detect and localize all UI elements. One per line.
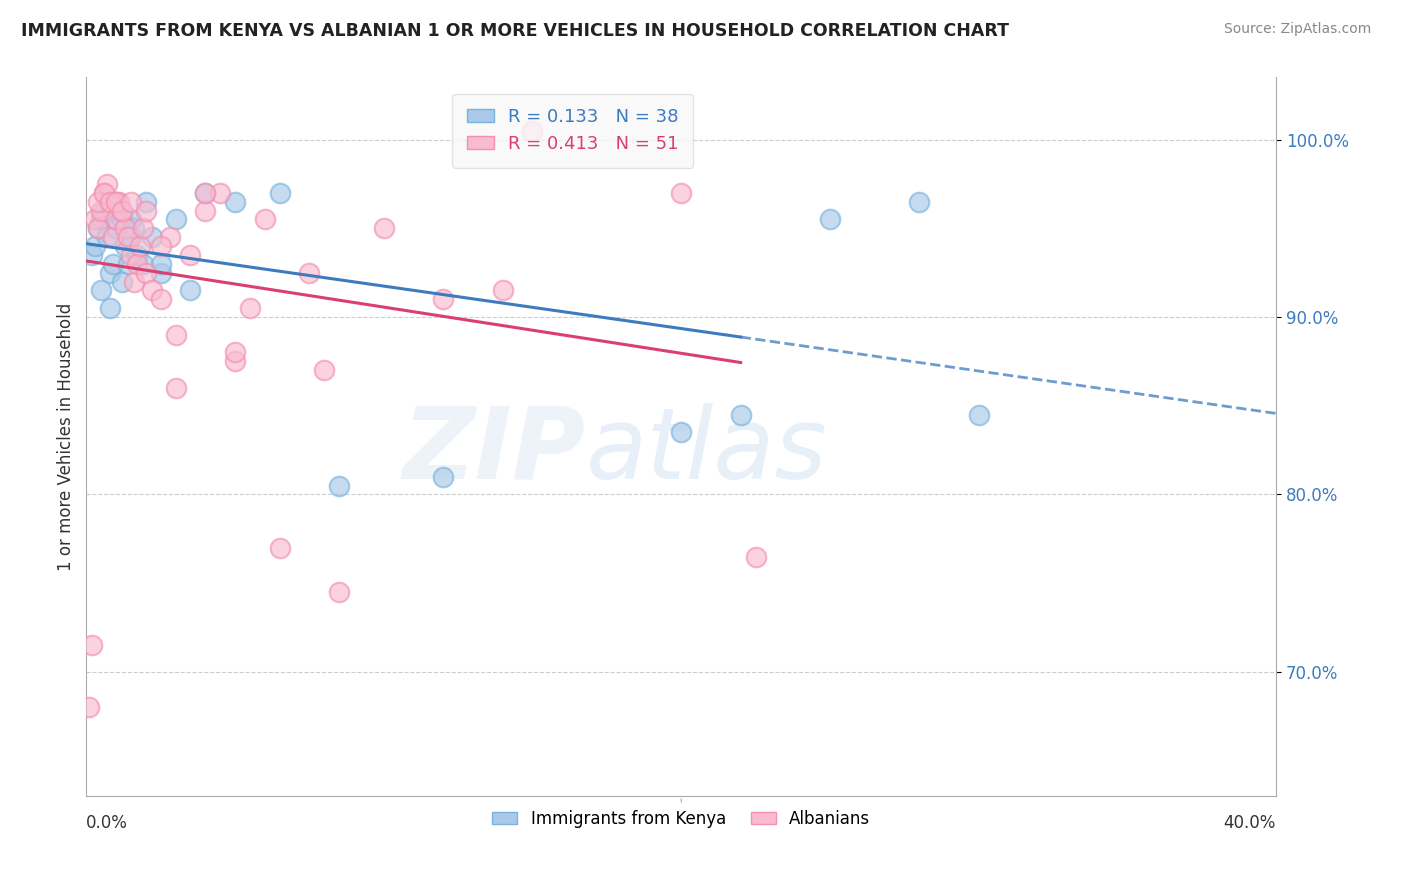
- Point: [730, 408, 752, 422]
- Point: [239, 301, 262, 315]
- Point: [132, 257, 155, 271]
- Point: [120, 230, 142, 244]
- Point: [125, 257, 148, 271]
- Point: [194, 186, 217, 200]
- Text: atlas: atlas: [586, 402, 828, 500]
- Point: [87, 221, 110, 235]
- Point: [98, 194, 121, 209]
- Point: [149, 257, 172, 271]
- Legend: Immigrants from Kenya, Albanians: Immigrants from Kenya, Albanians: [485, 803, 877, 835]
- Point: [105, 212, 128, 227]
- Point: [93, 186, 115, 200]
- Point: [105, 194, 128, 209]
- Point: [328, 478, 350, 492]
- Point: [149, 239, 172, 253]
- Point: [98, 301, 121, 315]
- Point: [373, 221, 395, 235]
- Point: [101, 257, 124, 271]
- Point: [967, 408, 990, 422]
- Point: [744, 549, 766, 564]
- Point: [114, 239, 136, 253]
- Point: [298, 266, 321, 280]
- Point: [522, 123, 544, 137]
- Point: [114, 221, 136, 235]
- Point: [122, 275, 145, 289]
- Point: [224, 354, 246, 368]
- Point: [135, 203, 157, 218]
- Point: [82, 248, 104, 262]
- Point: [77, 700, 100, 714]
- Point: [93, 203, 115, 218]
- Point: [669, 425, 692, 440]
- Point: [108, 203, 131, 218]
- Point: [96, 230, 118, 244]
- Point: [908, 194, 931, 209]
- Point: [132, 221, 155, 235]
- Y-axis label: 1 or more Vehicles in Household: 1 or more Vehicles in Household: [58, 302, 75, 571]
- Text: Source: ZipAtlas.com: Source: ZipAtlas.com: [1223, 22, 1371, 37]
- Point: [159, 230, 181, 244]
- Point: [98, 194, 121, 209]
- Text: 40.0%: 40.0%: [1223, 814, 1277, 832]
- Point: [224, 194, 246, 209]
- Point: [84, 239, 107, 253]
- Point: [111, 275, 134, 289]
- Point: [111, 203, 134, 218]
- Point: [135, 266, 157, 280]
- Point: [165, 327, 187, 342]
- Text: ZIP: ZIP: [404, 402, 586, 500]
- Point: [82, 638, 104, 652]
- Point: [117, 230, 139, 244]
- Point: [194, 186, 217, 200]
- Point: [98, 266, 121, 280]
- Point: [105, 194, 128, 209]
- Point: [120, 248, 142, 262]
- Point: [122, 221, 145, 235]
- Point: [90, 212, 112, 227]
- Point: [165, 212, 187, 227]
- Point: [432, 292, 454, 306]
- Point: [179, 284, 201, 298]
- Point: [108, 194, 131, 209]
- Point: [179, 248, 201, 262]
- Point: [96, 177, 118, 191]
- Point: [209, 186, 232, 200]
- Point: [101, 230, 124, 244]
- Point: [149, 292, 172, 306]
- Point: [93, 186, 115, 200]
- Point: [141, 284, 163, 298]
- Point: [90, 284, 112, 298]
- Point: [128, 239, 150, 253]
- Point: [84, 212, 107, 227]
- Point: [194, 203, 217, 218]
- Point: [314, 363, 336, 377]
- Point: [117, 257, 139, 271]
- Point: [818, 212, 841, 227]
- Point: [253, 212, 276, 227]
- Text: 0.0%: 0.0%: [86, 814, 128, 832]
- Point: [105, 221, 128, 235]
- Point: [141, 230, 163, 244]
- Point: [111, 203, 134, 218]
- Point: [135, 194, 157, 209]
- Point: [125, 248, 148, 262]
- Point: [432, 469, 454, 483]
- Point: [87, 194, 110, 209]
- Point: [328, 585, 350, 599]
- Point: [90, 203, 112, 218]
- Point: [111, 212, 134, 227]
- Point: [149, 266, 172, 280]
- Point: [492, 284, 515, 298]
- Point: [120, 194, 142, 209]
- Point: [269, 186, 291, 200]
- Text: IMMIGRANTS FROM KENYA VS ALBANIAN 1 OR MORE VEHICLES IN HOUSEHOLD CORRELATION CH: IMMIGRANTS FROM KENYA VS ALBANIAN 1 OR M…: [21, 22, 1010, 40]
- Point: [224, 345, 246, 359]
- Point: [87, 221, 110, 235]
- Point: [165, 381, 187, 395]
- Point: [269, 541, 291, 555]
- Point: [120, 212, 142, 227]
- Point: [669, 186, 692, 200]
